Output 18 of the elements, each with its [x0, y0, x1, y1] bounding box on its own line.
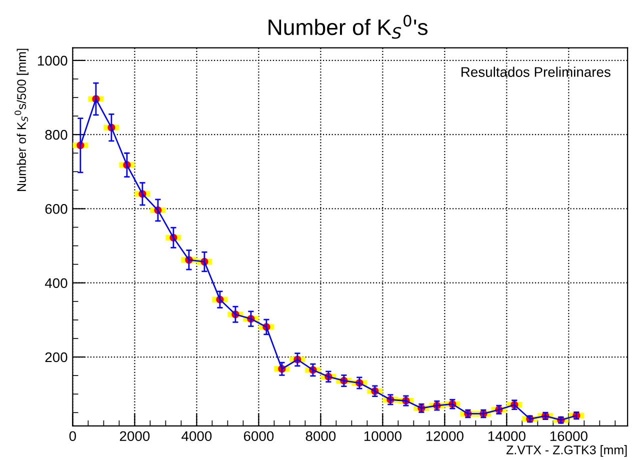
y-tick-label: 800 — [45, 130, 68, 140]
x-tick-label: 0 — [69, 431, 76, 442]
chart-title: Number of K$_{S}$$^{0}$'s — [268, 14, 428, 39]
y-axis-title: Number of K$_{S}$$^{0}$s/500 [mm] — [14, 48, 28, 191]
x-tick-label: 14000 — [488, 431, 526, 442]
x-axis-title: Z.VTX - Z.GTK3 [mm] — [506, 445, 627, 457]
y-tick-label: 400 — [44, 278, 68, 288]
x-tick-label: 10000 — [364, 431, 402, 442]
x-tick-label: 2000 — [120, 431, 150, 442]
x-tick-label: 4000 — [182, 431, 212, 442]
y-tick-label: 1000 — [38, 56, 68, 66]
y-tick-label: 600 — [45, 204, 68, 214]
x-tick-label: 8000 — [306, 431, 336, 442]
x-tick-label: 16000 — [550, 431, 588, 442]
annotation: Resultados Preliminares — [462, 66, 610, 77]
x-tick-label: 12000 — [426, 431, 464, 442]
x-tick-label: 6000 — [244, 431, 274, 442]
y-tick-label: 200 — [45, 352, 68, 362]
